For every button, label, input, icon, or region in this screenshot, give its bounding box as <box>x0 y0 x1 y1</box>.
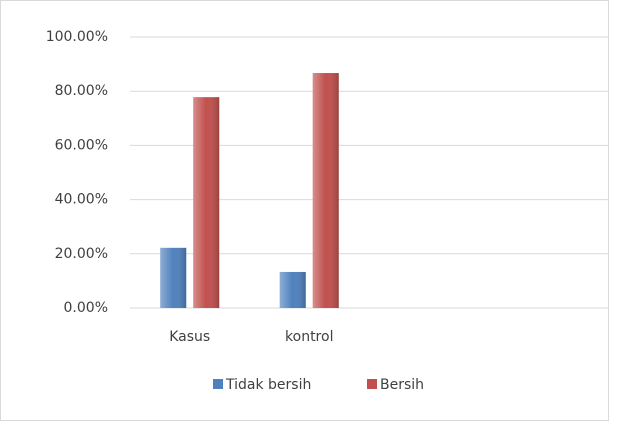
bar-shine <box>160 247 187 308</box>
y-tick-label: 100.00% <box>46 29 108 45</box>
legend-label: Tidak bersih <box>225 377 311 393</box>
legend-label: Bersih <box>380 377 424 393</box>
y-tick-label: 80.00% <box>55 83 108 99</box>
bar-shine <box>312 73 339 308</box>
y-tick-label: 0.00% <box>64 300 108 316</box>
x-tick-label: kontrol <box>285 329 333 345</box>
x-tick-label: Kasus <box>169 329 210 345</box>
bar-shine <box>279 271 306 308</box>
legend-swatch <box>213 379 223 389</box>
bar-shine <box>193 97 220 308</box>
y-tick-label: 40.00% <box>55 192 108 208</box>
legend-swatch <box>367 379 377 389</box>
y-tick-label: 20.00% <box>55 246 108 262</box>
y-tick-label: 60.00% <box>55 137 108 153</box>
